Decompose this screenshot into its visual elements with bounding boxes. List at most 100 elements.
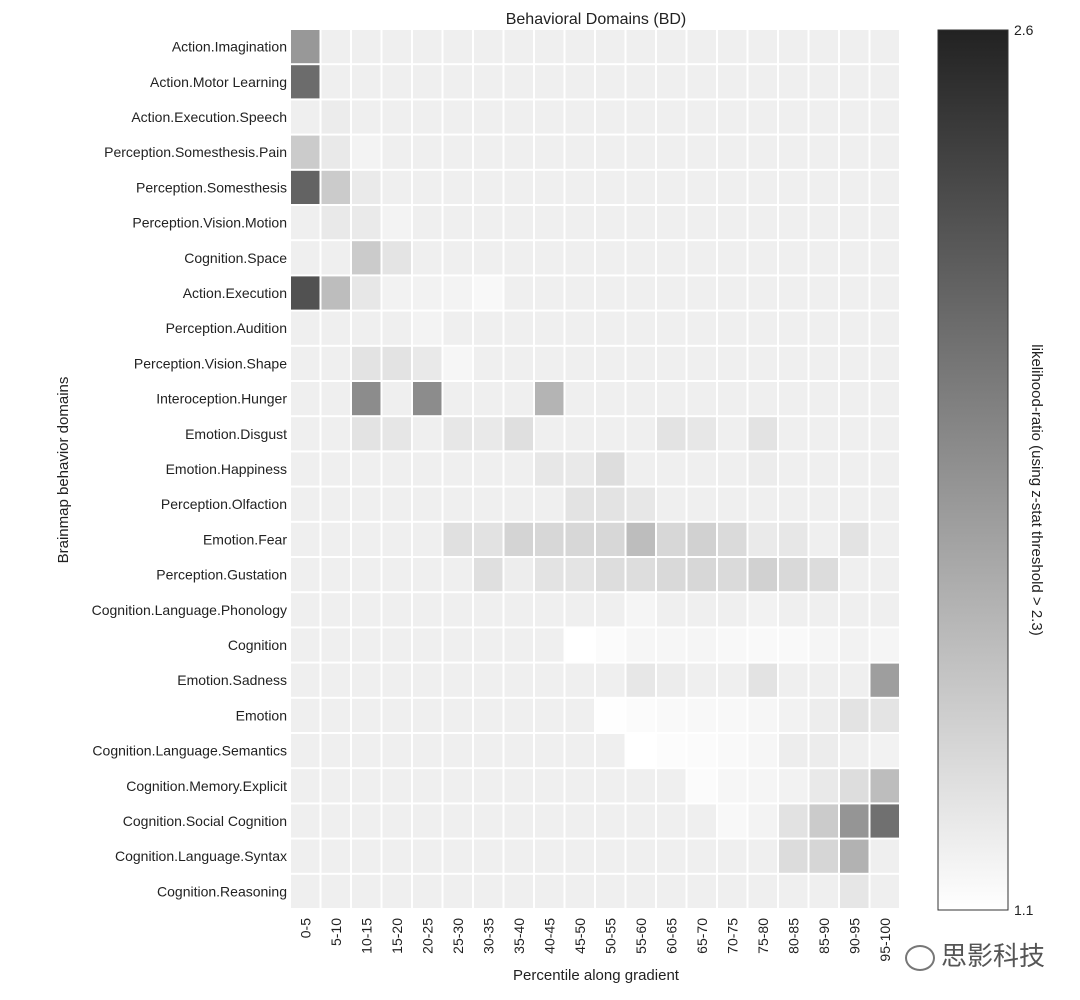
heatmap-cell	[382, 65, 411, 99]
heatmap-cell	[779, 804, 808, 838]
heatmap-cell	[657, 593, 686, 627]
heatmap-cell	[809, 346, 838, 380]
heatmap-cell	[626, 452, 655, 486]
heatmap-cell	[443, 734, 472, 768]
heatmap-cell	[626, 311, 655, 345]
heatmap-cell	[687, 417, 716, 451]
heatmap-cell	[291, 698, 320, 732]
heatmap-cell	[291, 487, 320, 521]
heatmap-cell	[504, 874, 533, 908]
heatmap-cell	[657, 382, 686, 416]
heatmap-cell	[596, 100, 625, 134]
heatmap-cell	[596, 487, 625, 521]
heatmap-cell	[748, 30, 777, 64]
heatmap-cell	[413, 30, 442, 64]
heatmap-cell	[474, 100, 503, 134]
heatmap-cell	[718, 522, 747, 556]
heatmap-cell	[352, 558, 381, 592]
heatmap-cell	[382, 804, 411, 838]
heatmap-cell	[748, 276, 777, 310]
heatmap-cell	[535, 346, 564, 380]
heatmap-cell	[779, 100, 808, 134]
heatmap-cell	[840, 135, 869, 169]
heatmap-cell	[504, 382, 533, 416]
x-tick-label: 70-75	[724, 918, 740, 954]
heatmap-cell	[352, 170, 381, 204]
heatmap-cell	[626, 522, 655, 556]
heatmap-cell	[413, 100, 442, 134]
heatmap-cell	[352, 628, 381, 662]
heatmap-cell	[840, 65, 869, 99]
heatmap-cell	[565, 839, 594, 873]
heatmap-cell	[443, 135, 472, 169]
heatmap-cell	[779, 769, 808, 803]
heatmap-cell	[474, 874, 503, 908]
heatmap-cell	[443, 206, 472, 240]
heatmap-cell	[779, 206, 808, 240]
heatmap-cell	[291, 276, 320, 310]
x-tick-label: 20-25	[419, 918, 435, 954]
heatmap-cell	[809, 135, 838, 169]
heatmap-cell	[718, 100, 747, 134]
heatmap-cell	[321, 628, 350, 662]
heatmap-cell	[321, 382, 350, 416]
heatmap-cell	[291, 135, 320, 169]
heatmap-cell	[596, 170, 625, 204]
heatmap-cell	[840, 874, 869, 908]
heatmap-cell	[382, 522, 411, 556]
heatmap-cell	[657, 346, 686, 380]
heatmap-cell	[565, 663, 594, 697]
heatmap-cell	[626, 276, 655, 310]
heatmap-cell	[413, 276, 442, 310]
y-tick-label: Perception.Audition	[166, 320, 287, 336]
heatmap-cell	[413, 522, 442, 556]
heatmap-cell	[352, 135, 381, 169]
y-tick-label: Cognition.Space	[184, 250, 287, 266]
heatmap-cell	[443, 698, 472, 732]
heatmap-cell	[504, 769, 533, 803]
heatmap-cell	[718, 170, 747, 204]
heatmap-cell	[626, 417, 655, 451]
heatmap-cell	[718, 452, 747, 486]
x-tick-label: 90-95	[846, 918, 862, 954]
heatmap-cell	[626, 346, 655, 380]
heatmap-cell	[870, 30, 899, 64]
heatmap-cell	[870, 206, 899, 240]
heatmap-cell	[443, 65, 472, 99]
heatmap-cell	[352, 663, 381, 697]
heatmap-cell	[779, 311, 808, 345]
heatmap-cell	[687, 241, 716, 275]
heatmap-cell	[657, 487, 686, 521]
heatmap-cell	[352, 839, 381, 873]
heatmap-cell	[840, 558, 869, 592]
heatmap-cell	[291, 241, 320, 275]
heatmap-cell	[291, 311, 320, 345]
heatmap-cell	[382, 170, 411, 204]
heatmap-cell	[352, 487, 381, 521]
heatmap-cell	[596, 30, 625, 64]
heatmap-cell	[443, 769, 472, 803]
heatmap-cell	[535, 628, 564, 662]
heatmap-cell	[321, 487, 350, 521]
heatmap-cell	[870, 452, 899, 486]
heatmap-cell	[443, 346, 472, 380]
heatmap-cell	[840, 382, 869, 416]
heatmap-cell	[748, 874, 777, 908]
heatmap-cell	[413, 65, 442, 99]
heatmap-cell	[596, 417, 625, 451]
heatmap-cell	[321, 100, 350, 134]
heatmap-cell	[382, 382, 411, 416]
heatmap-cell	[596, 382, 625, 416]
heatmap-cell	[626, 135, 655, 169]
y-tick-label: Action.Imagination	[172, 39, 287, 55]
heatmap-cell	[382, 452, 411, 486]
heatmap-cells	[291, 30, 899, 908]
y-tick-label: Emotion	[236, 707, 287, 723]
heatmap-cell	[474, 170, 503, 204]
heatmap-cell	[474, 241, 503, 275]
heatmap-cell	[626, 698, 655, 732]
heatmap-cell	[596, 558, 625, 592]
heatmap-cell	[870, 241, 899, 275]
heatmap-cell	[352, 452, 381, 486]
x-tick-label: 60-65	[663, 918, 679, 954]
